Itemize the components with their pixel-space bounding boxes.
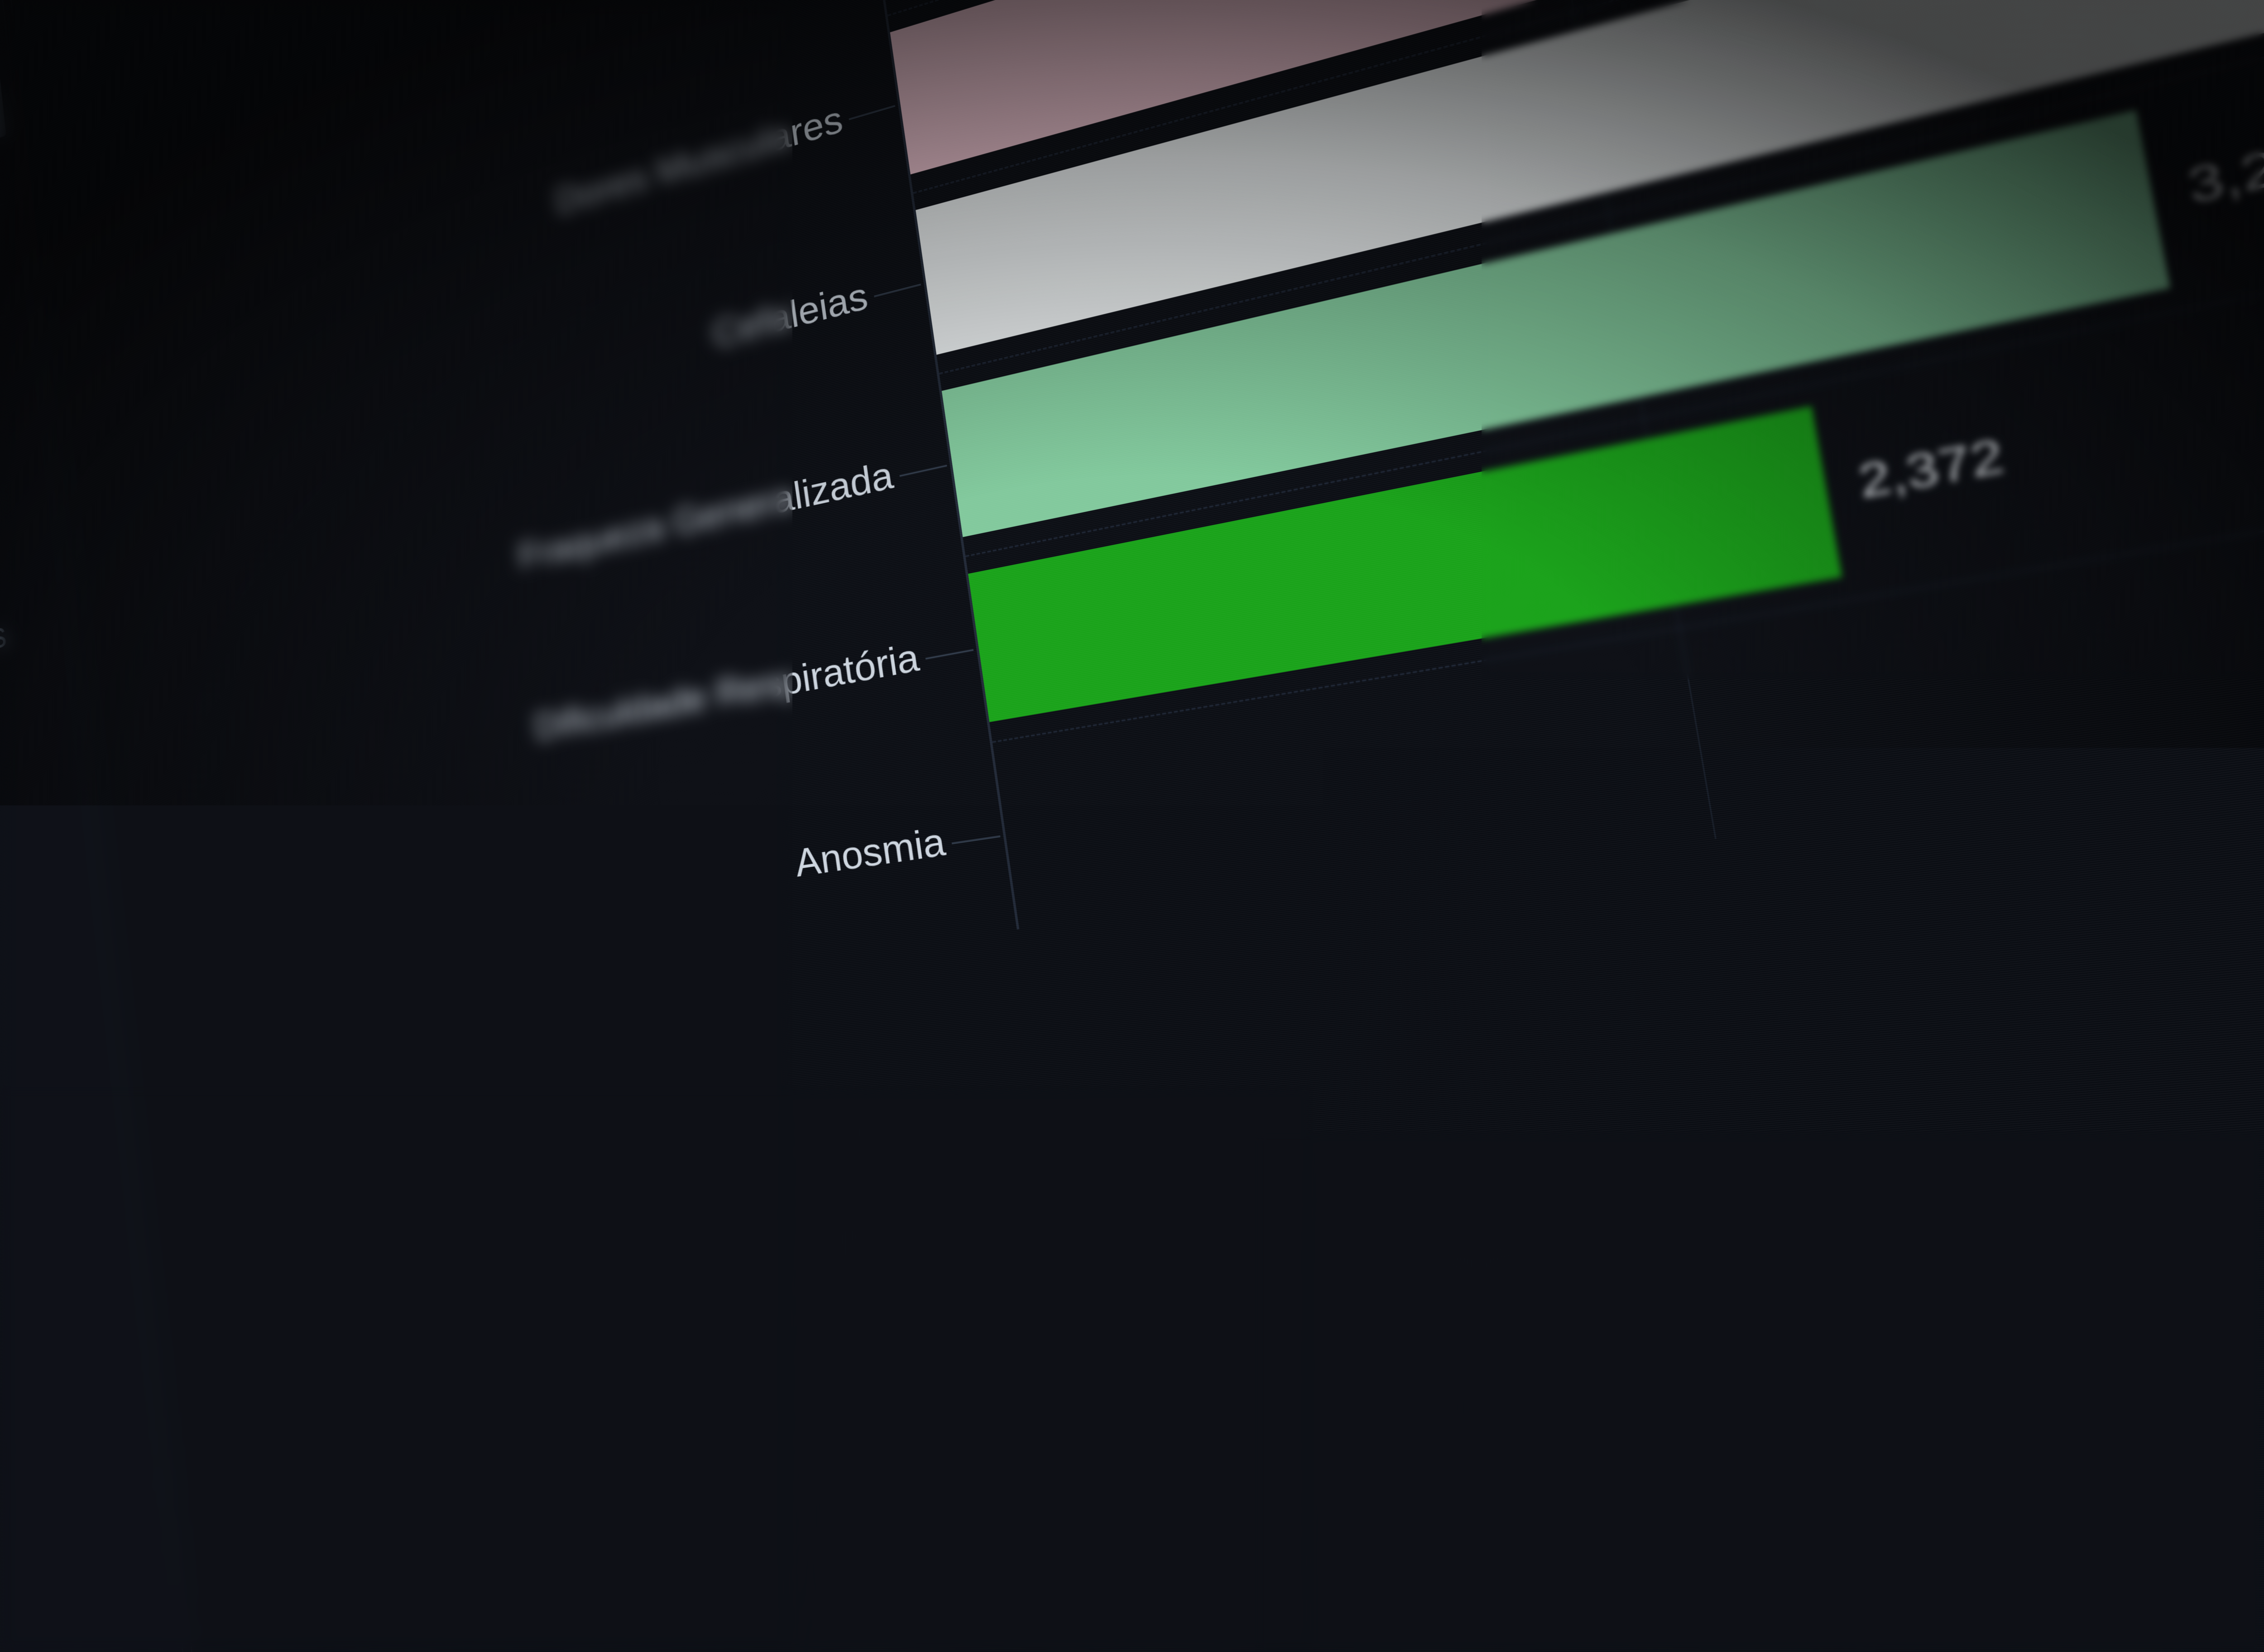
axis-tick (952, 836, 1001, 845)
screenshot-stage: Confirmados Vila Nova de Gaia Evolução d… (0, 0, 2264, 1652)
sidebar-list: Vila Nova de Gaia (0, 0, 19, 424)
bar-category-label: Fraqueza Generalizada (167, 452, 896, 653)
axis-tick (900, 465, 947, 477)
monitor-screen-wrapper: Confirmados Vila Nova de Gaia Evolução d… (0, 0, 2264, 1652)
chart-card: Sintomas Registados Febre6,280Tosse6,094… (0, 0, 2264, 1652)
sidebar-scrollbar[interactable] (0, 0, 6, 144)
list-item[interactable] (0, 203, 19, 424)
bar-category-label: Anosmia (203, 819, 948, 971)
axis-tick (874, 283, 921, 297)
bar-category-label: Dificuldade Respiratória (185, 634, 922, 812)
axis-tick (926, 649, 974, 659)
bar-value-label: 2,372 (1854, 428, 2008, 509)
dashboard-screen: Confirmados Vila Nova de Gaia Evolução d… (0, 0, 2264, 1652)
axis-tick (849, 105, 896, 120)
bar-chart-plot: Febre6,280Tosse6,094Dores Musculares4,32… (99, 0, 2264, 1032)
bar-rows: Febre6,280Tosse6,094Dores Musculares4,32… (99, 0, 2264, 1032)
bar-value-label: 3,210 (2183, 123, 2264, 215)
chart-tab-strip: SintomasTipo de ContágioGrupo Etário (290, 1638, 2264, 1652)
